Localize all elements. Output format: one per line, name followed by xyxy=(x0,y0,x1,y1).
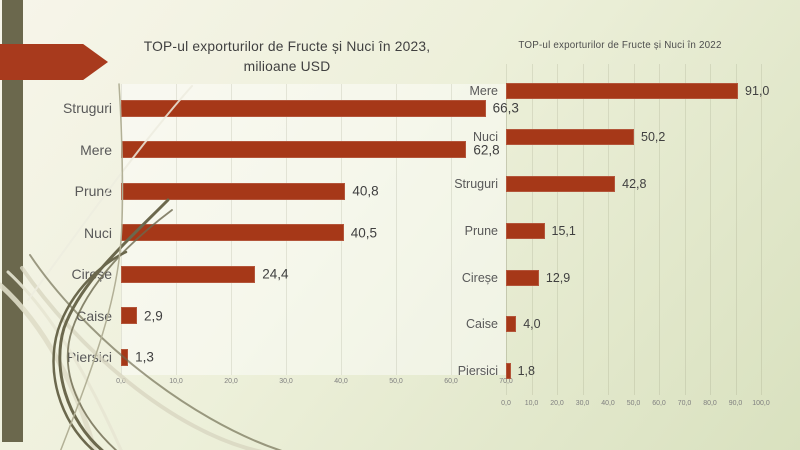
x-tick-label: 50,0 xyxy=(626,400,641,407)
x-tick-label: 100,0 xyxy=(752,400,770,407)
x-tick-label: 50,0 xyxy=(389,378,403,385)
x-tick-label: 30,0 xyxy=(575,400,590,407)
x-tick-label: 10,0 xyxy=(524,400,539,407)
arrow-shape xyxy=(0,44,108,80)
chart-2022-title: TOP-ul exporturilor de Fructe și Nuci în… xyxy=(518,40,722,51)
bar xyxy=(506,316,517,333)
x-tick-label: 90,0 xyxy=(728,400,743,407)
category-label: Struguri xyxy=(454,177,498,191)
x-tick-label: 40,0 xyxy=(334,378,348,385)
gridline xyxy=(659,64,660,395)
gridline xyxy=(735,64,737,395)
value-label: 42,8 xyxy=(622,177,647,191)
chart-2023-title: TOP-ul exporturilor de Fructe și Nuci în… xyxy=(143,39,431,74)
value-label: 15,1 xyxy=(551,223,576,238)
value-label: 40,8 xyxy=(352,183,379,199)
gridline xyxy=(396,84,397,375)
gridline xyxy=(761,64,762,395)
gridline xyxy=(710,64,711,395)
value-label: 62,8 xyxy=(473,142,500,157)
bar xyxy=(121,141,467,158)
x-tick-label: 70,0 xyxy=(677,400,692,407)
x-tick-label: 0,0 xyxy=(501,400,511,407)
value-label: 50,2 xyxy=(641,130,666,145)
value-label: 66,3 xyxy=(492,100,519,116)
gridline xyxy=(582,64,584,395)
value-label: 40,5 xyxy=(350,225,378,240)
category-label: Cireșe xyxy=(461,270,498,285)
bar xyxy=(506,82,739,99)
value-label: 12,9 xyxy=(545,270,571,285)
bar xyxy=(506,222,545,239)
bar xyxy=(506,363,511,379)
category-label: Prune xyxy=(464,223,498,238)
bar xyxy=(506,129,634,146)
x-tick-label: 70,0 xyxy=(499,378,513,385)
bar xyxy=(121,99,486,117)
category-label: Mere xyxy=(469,83,498,98)
x-tick-label: 60,0 xyxy=(652,400,666,407)
x-tick-label: 80,0 xyxy=(703,400,717,407)
category-label: Caise xyxy=(466,317,498,332)
value-label: 91,0 xyxy=(745,83,770,98)
gridline xyxy=(451,84,452,375)
gridline xyxy=(557,64,558,395)
x-tick-label: 30,0 xyxy=(279,378,293,385)
value-label: 4,0 xyxy=(523,317,541,332)
gridline xyxy=(608,64,609,395)
category-label: Piersici xyxy=(457,364,498,378)
gridline xyxy=(633,64,635,395)
bar xyxy=(506,176,616,192)
x-tick-label: 60,0 xyxy=(444,378,458,385)
value-label: 1,8 xyxy=(517,364,535,378)
category-label: Nuci xyxy=(472,130,498,145)
gridline xyxy=(684,64,686,395)
x-tick-label: 20,0 xyxy=(550,400,564,407)
x-tick-label: 40,0 xyxy=(601,400,615,407)
bar xyxy=(506,269,539,286)
